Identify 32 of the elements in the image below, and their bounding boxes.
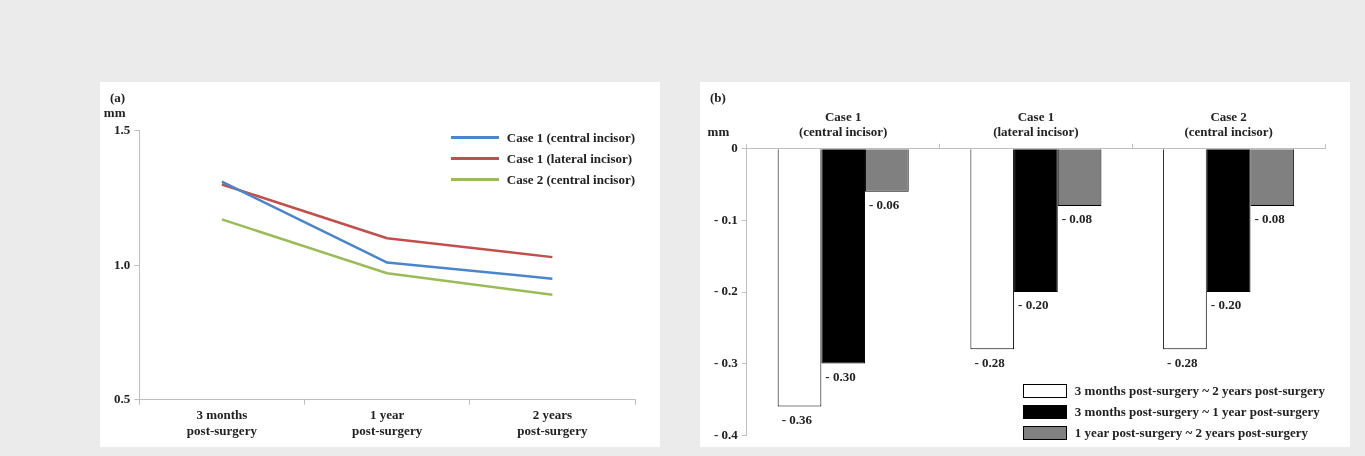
y-tick-label: - 0.2 (713, 283, 738, 299)
y-tick-label: 1.0 (114, 256, 131, 272)
x-tick-label: 1 year post-surgery (352, 406, 423, 438)
chart-title: (b) (710, 90, 726, 106)
data-label: - 0.20 (1018, 297, 1049, 313)
y-tick-label: 0 (731, 140, 738, 156)
data-label: - 0.28 (1167, 354, 1198, 370)
y-tick-label: 0.5 (114, 391, 131, 407)
y-axis-title: mm (103, 105, 126, 121)
data-label: - 0.30 (825, 368, 856, 384)
legend-label: 3 months post-surgery ~ 1 year post-surgery (1074, 403, 1320, 420)
legend-label: 1 year post-surgery ~ 2 years post-surgery (1074, 424, 1309, 441)
y-tick-label: 1.5 (114, 121, 131, 137)
chart-title: (a) (110, 90, 126, 106)
legend-label: Case 1 (lateral incisor) (506, 150, 633, 167)
x-tick-label: Case 2 (central incisor) (1184, 108, 1273, 140)
data-label: - 0.08 (1254, 211, 1286, 227)
x-tick-label: 2 years post-surgery (517, 406, 588, 438)
x-tick-label: Case 1 (lateral incisor) (993, 108, 1079, 140)
y-tick-label: - 0.1 (713, 211, 738, 227)
data-label: - 0.08 (1061, 211, 1093, 227)
legend-label: Case 2 (central incisor) (506, 171, 635, 188)
data-label: - 0.28 (974, 354, 1006, 370)
x-tick-label: Case 1 (central incisor) (798, 108, 888, 140)
x-tick-label: 3 months post-surgery (186, 406, 258, 438)
data-label: - 0.36 (781, 411, 813, 427)
legend-label: 3 months post-surgery ~ 2 years post-surgery (1074, 382, 1325, 399)
y-axis-title: mm (707, 123, 730, 139)
y-tick-label: - 0.3 (713, 354, 739, 370)
data-label: - 0.06 (869, 197, 900, 213)
data-label: - 0.20 (1210, 297, 1242, 313)
y-tick-label: - 0.4 (713, 426, 739, 442)
